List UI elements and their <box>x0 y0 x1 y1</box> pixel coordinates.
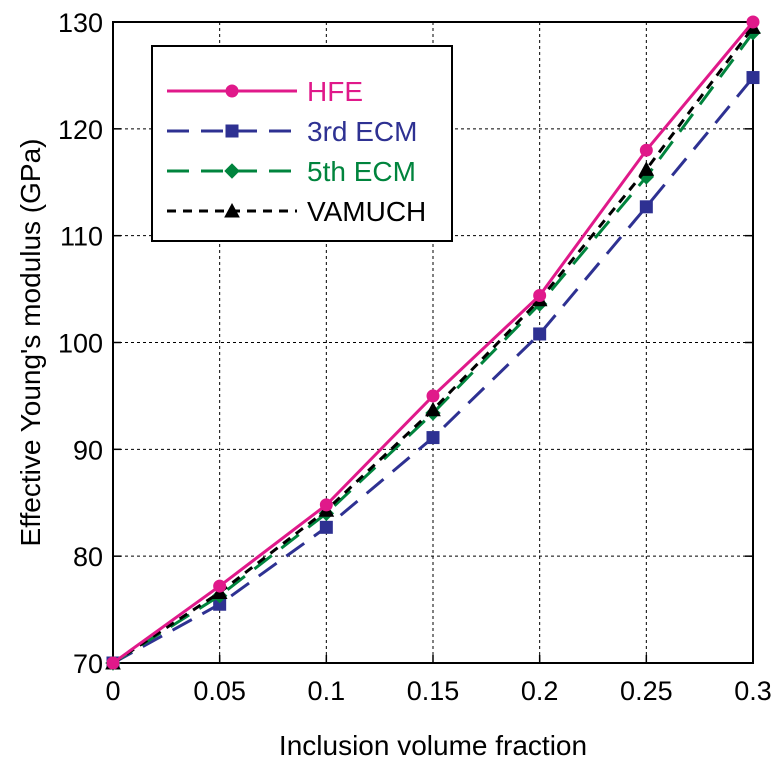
x-tick-label: 0.15 <box>407 676 460 706</box>
x-tick-label: 0 <box>105 676 120 706</box>
legend-item-vamuch: VAMUCH <box>167 196 426 227</box>
x-tick-label: 0.25 <box>620 676 673 706</box>
y-tick-label: 130 <box>58 8 103 38</box>
data-point-hfe <box>533 288 547 302</box>
data-point-hfe <box>746 15 760 29</box>
legend-label-hfe: HFE <box>307 76 363 107</box>
series <box>105 15 761 671</box>
legend-marker-3rd-ecm <box>225 124 239 138</box>
y-tick-label: 80 <box>73 542 103 572</box>
legend-label-5th-ecm: 5th ECM <box>307 156 416 187</box>
data-point-3rd-ecm <box>746 71 760 85</box>
x-tick-label: 0.3 <box>734 676 772 706</box>
y-tick-label: 70 <box>73 649 103 679</box>
ticks: 0 0.05 0.1 0.15 0.2 0.25 0.3 70 80 90 100 110 120 130 <box>58 8 772 706</box>
data-point-hfe <box>106 656 120 670</box>
data-point-hfe <box>213 579 227 593</box>
y-tick-label: 110 <box>60 222 103 252</box>
legend-item-5th-ecm: 5th ECM <box>167 156 416 187</box>
data-point-vamuch <box>425 401 441 417</box>
data-point-hfe <box>319 498 333 512</box>
legend-item-hfe: HFE <box>167 76 363 107</box>
x-tick-label: 0.1 <box>308 676 346 706</box>
data-point-hfe <box>426 389 440 403</box>
y-axis-label: Effective Young's modulus (GPa) <box>15 139 46 547</box>
legend-item-3rd-ecm: 3rd ECM <box>167 116 417 147</box>
legend-marker-hfe <box>225 84 239 98</box>
y-tick-label: 120 <box>58 115 103 145</box>
data-point-hfe <box>639 143 653 157</box>
x-axis-label: Inclusion volume fraction <box>279 730 587 761</box>
legend-marker-5th-ecm <box>224 163 240 179</box>
y-tick-label: 100 <box>58 329 103 359</box>
series-hfe <box>106 15 760 670</box>
legend-label-vamuch: VAMUCH <box>307 196 426 227</box>
legend-marker-vamuch <box>224 202 240 218</box>
data-point-vamuch <box>638 161 655 176</box>
data-point-3rd-ecm <box>426 431 440 445</box>
data-point-3rd-ecm <box>639 200 653 214</box>
legend-box <box>151 45 453 242</box>
y-tick-label: 90 <box>73 435 103 465</box>
data-point-3rd-ecm <box>533 327 547 341</box>
data-point-3rd-ecm <box>319 520 333 534</box>
x-tick-label: 0.2 <box>521 676 559 706</box>
legend: HFE 3rd ECM 5th ECM VAMUCH <box>151 45 453 242</box>
x-tick-label: 0.05 <box>193 676 246 706</box>
legend-label-3rd-ecm: 3rd ECM <box>307 116 417 147</box>
